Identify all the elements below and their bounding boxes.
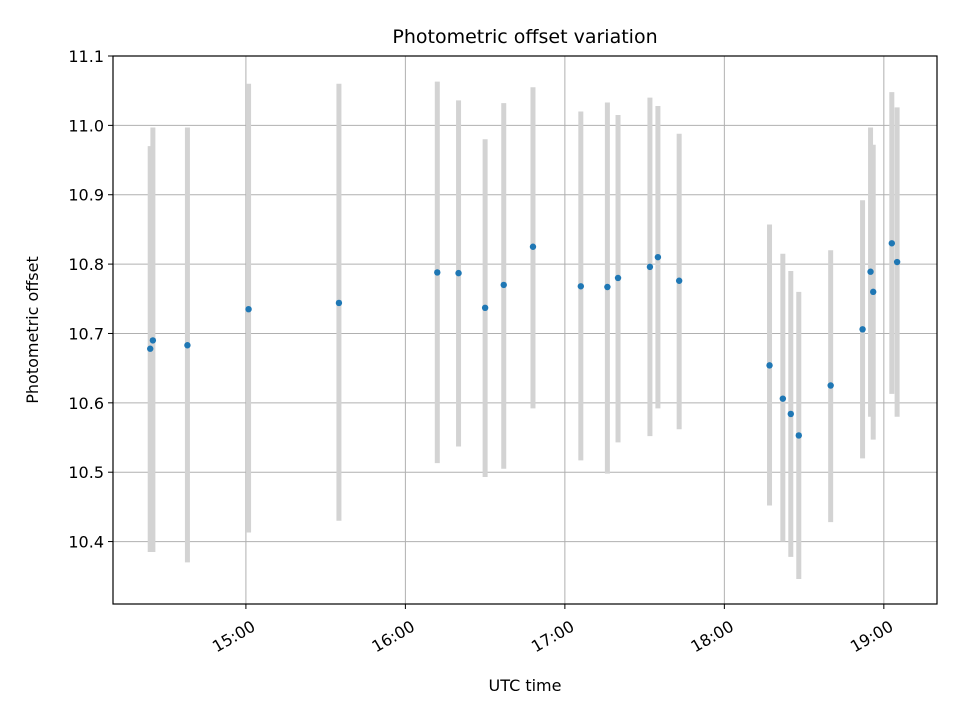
- data-point: [149, 337, 157, 344]
- data-point: [766, 362, 773, 369]
- data-point: [859, 326, 866, 333]
- chart-title: Photometric offset variation: [392, 26, 657, 48]
- data-point: [779, 395, 787, 402]
- data-point: [867, 268, 874, 275]
- y-tick-label: 10.4: [68, 533, 104, 552]
- data-point: [481, 304, 489, 312]
- y-tick-label: 10.7: [68, 324, 104, 343]
- data-point: [870, 288, 877, 296]
- data-point: [335, 299, 343, 307]
- data-point: [529, 243, 537, 250]
- data-point: [646, 263, 654, 271]
- data-point: [147, 345, 154, 352]
- plot-frame: [112, 55, 938, 605]
- y-axis-title: Photometric offset: [23, 256, 42, 404]
- data-point: [184, 342, 191, 349]
- data-point: [577, 283, 585, 290]
- data-point: [500, 281, 507, 289]
- data-point: [434, 269, 441, 276]
- y-tick-label: 10.5: [68, 463, 104, 482]
- point-layer: [147, 240, 901, 439]
- data-point: [795, 432, 802, 439]
- data-point: [245, 305, 252, 313]
- data-point: [614, 274, 622, 282]
- data-point: [675, 277, 683, 284]
- y-tick-label: 10.8: [68, 255, 104, 274]
- data-point: [827, 382, 834, 389]
- data-point: [455, 269, 462, 277]
- y-tick-label: 10.9: [68, 186, 104, 205]
- data-point: [787, 410, 795, 418]
- y-tick-label: 11.1: [68, 47, 104, 66]
- y-tick-label: 11.0: [68, 116, 104, 135]
- data-point: [654, 253, 662, 261]
- data-point: [604, 283, 611, 291]
- y-tick-label: 10.6: [68, 394, 104, 413]
- data-point: [888, 240, 896, 247]
- data-point: [893, 258, 901, 266]
- x-axis-title: UTC time: [489, 676, 562, 695]
